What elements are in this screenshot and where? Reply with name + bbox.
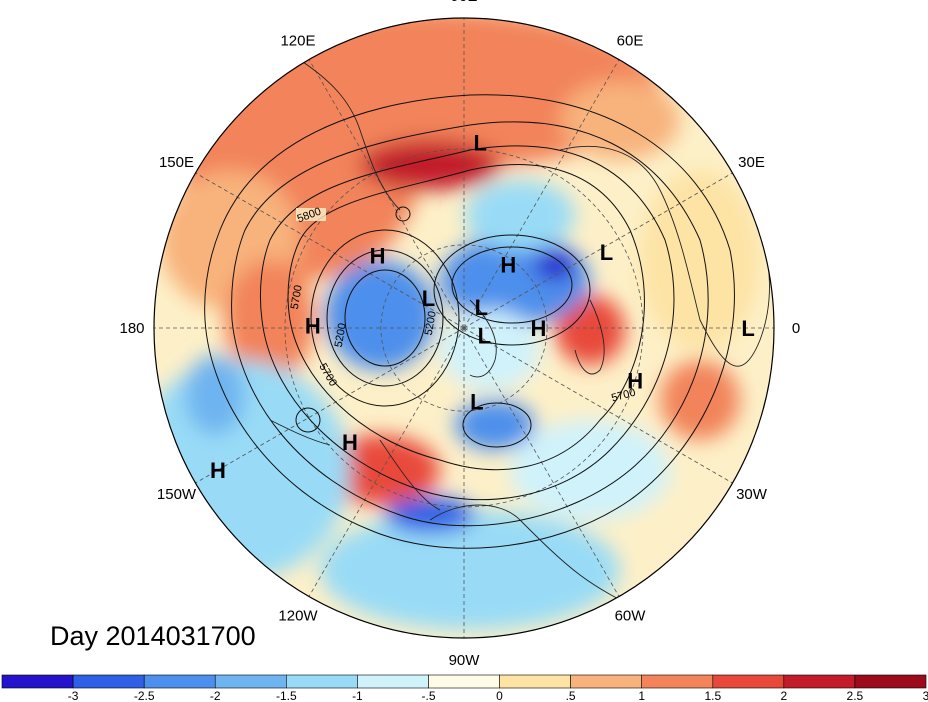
high-pressure-label: H: [305, 313, 321, 338]
colorbar-swatch: [783, 674, 856, 689]
meridian-line: [195, 327, 465, 484]
longitude-label: 90W: [449, 652, 481, 669]
longitude-label: 0: [792, 320, 800, 337]
colorbar-tick-label: 2.5: [847, 689, 864, 702]
coastlines: [269, 59, 770, 611]
longitude-label: 30W: [736, 486, 768, 503]
low-pressure-label: L: [470, 389, 483, 414]
contour-label-group: 5800 5700 5200 5200 5700 5700: [289, 206, 637, 405]
colorbar-tick-label: 3: [923, 689, 928, 702]
meridian-line: [308, 59, 465, 329]
high-pressure-label: H: [370, 244, 386, 269]
meridian-line: [463, 59, 620, 329]
contour-label: 5700: [289, 284, 305, 310]
map-boundary: [153, 17, 775, 639]
meridian-line: [463, 327, 733, 484]
colorbar-swatch: [214, 674, 287, 689]
high-pressure-label: H: [500, 253, 516, 278]
colorbar-tick-label: -1: [352, 689, 363, 702]
low-pressure-label: L: [475, 295, 488, 320]
colorbar-swatch: [641, 674, 714, 689]
colorbar-tick-label: -3: [68, 689, 79, 702]
longitude-label: 90E: [451, 0, 478, 5]
colorbar-swatch: [357, 674, 429, 689]
longitude-label: 150W: [157, 486, 197, 503]
colorbar-swatch: [72, 674, 145, 689]
colorbar-tick-label: 1: [638, 689, 645, 702]
longitude-label: 150E: [159, 154, 194, 171]
low-pressure-label: L: [478, 323, 491, 348]
low-pressure-label: L: [741, 316, 754, 341]
colorbar-tick-label: 1.5: [704, 689, 721, 702]
anomaly-field: [154, 18, 774, 638]
low-pressure-label: L: [600, 240, 613, 265]
colorbar-tick-label: -2.5: [134, 689, 155, 702]
colorbar-swatch: [143, 674, 216, 689]
colorbar-swatch: [854, 674, 927, 689]
colorbar-tick-label: -.5: [421, 689, 435, 702]
high-pressure-label: H: [530, 316, 546, 341]
colorbar-swatch: [428, 674, 500, 689]
high-pressure-label: H: [627, 368, 643, 393]
longitude-label: 180: [119, 320, 144, 337]
meridian-line: [308, 327, 465, 597]
longitude-label: 120W: [278, 608, 318, 625]
colorbar-swatch: [712, 674, 785, 689]
longitude-label: 120E: [280, 33, 315, 50]
date-label: Day 2014031700: [50, 621, 256, 651]
height-contours: [204, 94, 735, 549]
colorbar-tick-label: 0: [496, 689, 503, 702]
colorbar-swatch: [1, 674, 74, 689]
colorbar-tick-label: 2: [780, 689, 787, 702]
colorbar-swatch: [499, 674, 571, 689]
longitude-labels: 90E 60E 30E 0 30W 60W 90W 120W 150W 180 150E 120E: [119, 0, 800, 669]
low-pressure-label: L: [422, 286, 435, 311]
colorbar: -3 -2.5 -2 -1.5 -1 -.5 0 .5 1 1.5 2 2.5 3: [1, 674, 928, 702]
contour-label: 5200: [423, 310, 439, 336]
longitude-label: 60W: [615, 608, 647, 625]
colorbar-tick-label: -1.5: [276, 689, 297, 702]
colorbar-tick-label: .5: [566, 689, 576, 702]
colorbar-swatch: [285, 674, 358, 689]
longitude-label: 30E: [738, 154, 765, 171]
meridian-line: [195, 172, 465, 329]
contour-label: 5200: [333, 322, 349, 348]
meridian-line: [463, 172, 733, 329]
colorbar-tick-label: -2: [210, 689, 221, 702]
colorbar-swatch: [570, 674, 642, 689]
low-pressure-label: L: [473, 130, 486, 155]
high-pressure-label: H: [342, 430, 358, 455]
longitude-label: 60E: [617, 33, 644, 50]
latitude-circle: [380, 244, 548, 412]
high-pressure-label: H: [210, 458, 226, 483]
